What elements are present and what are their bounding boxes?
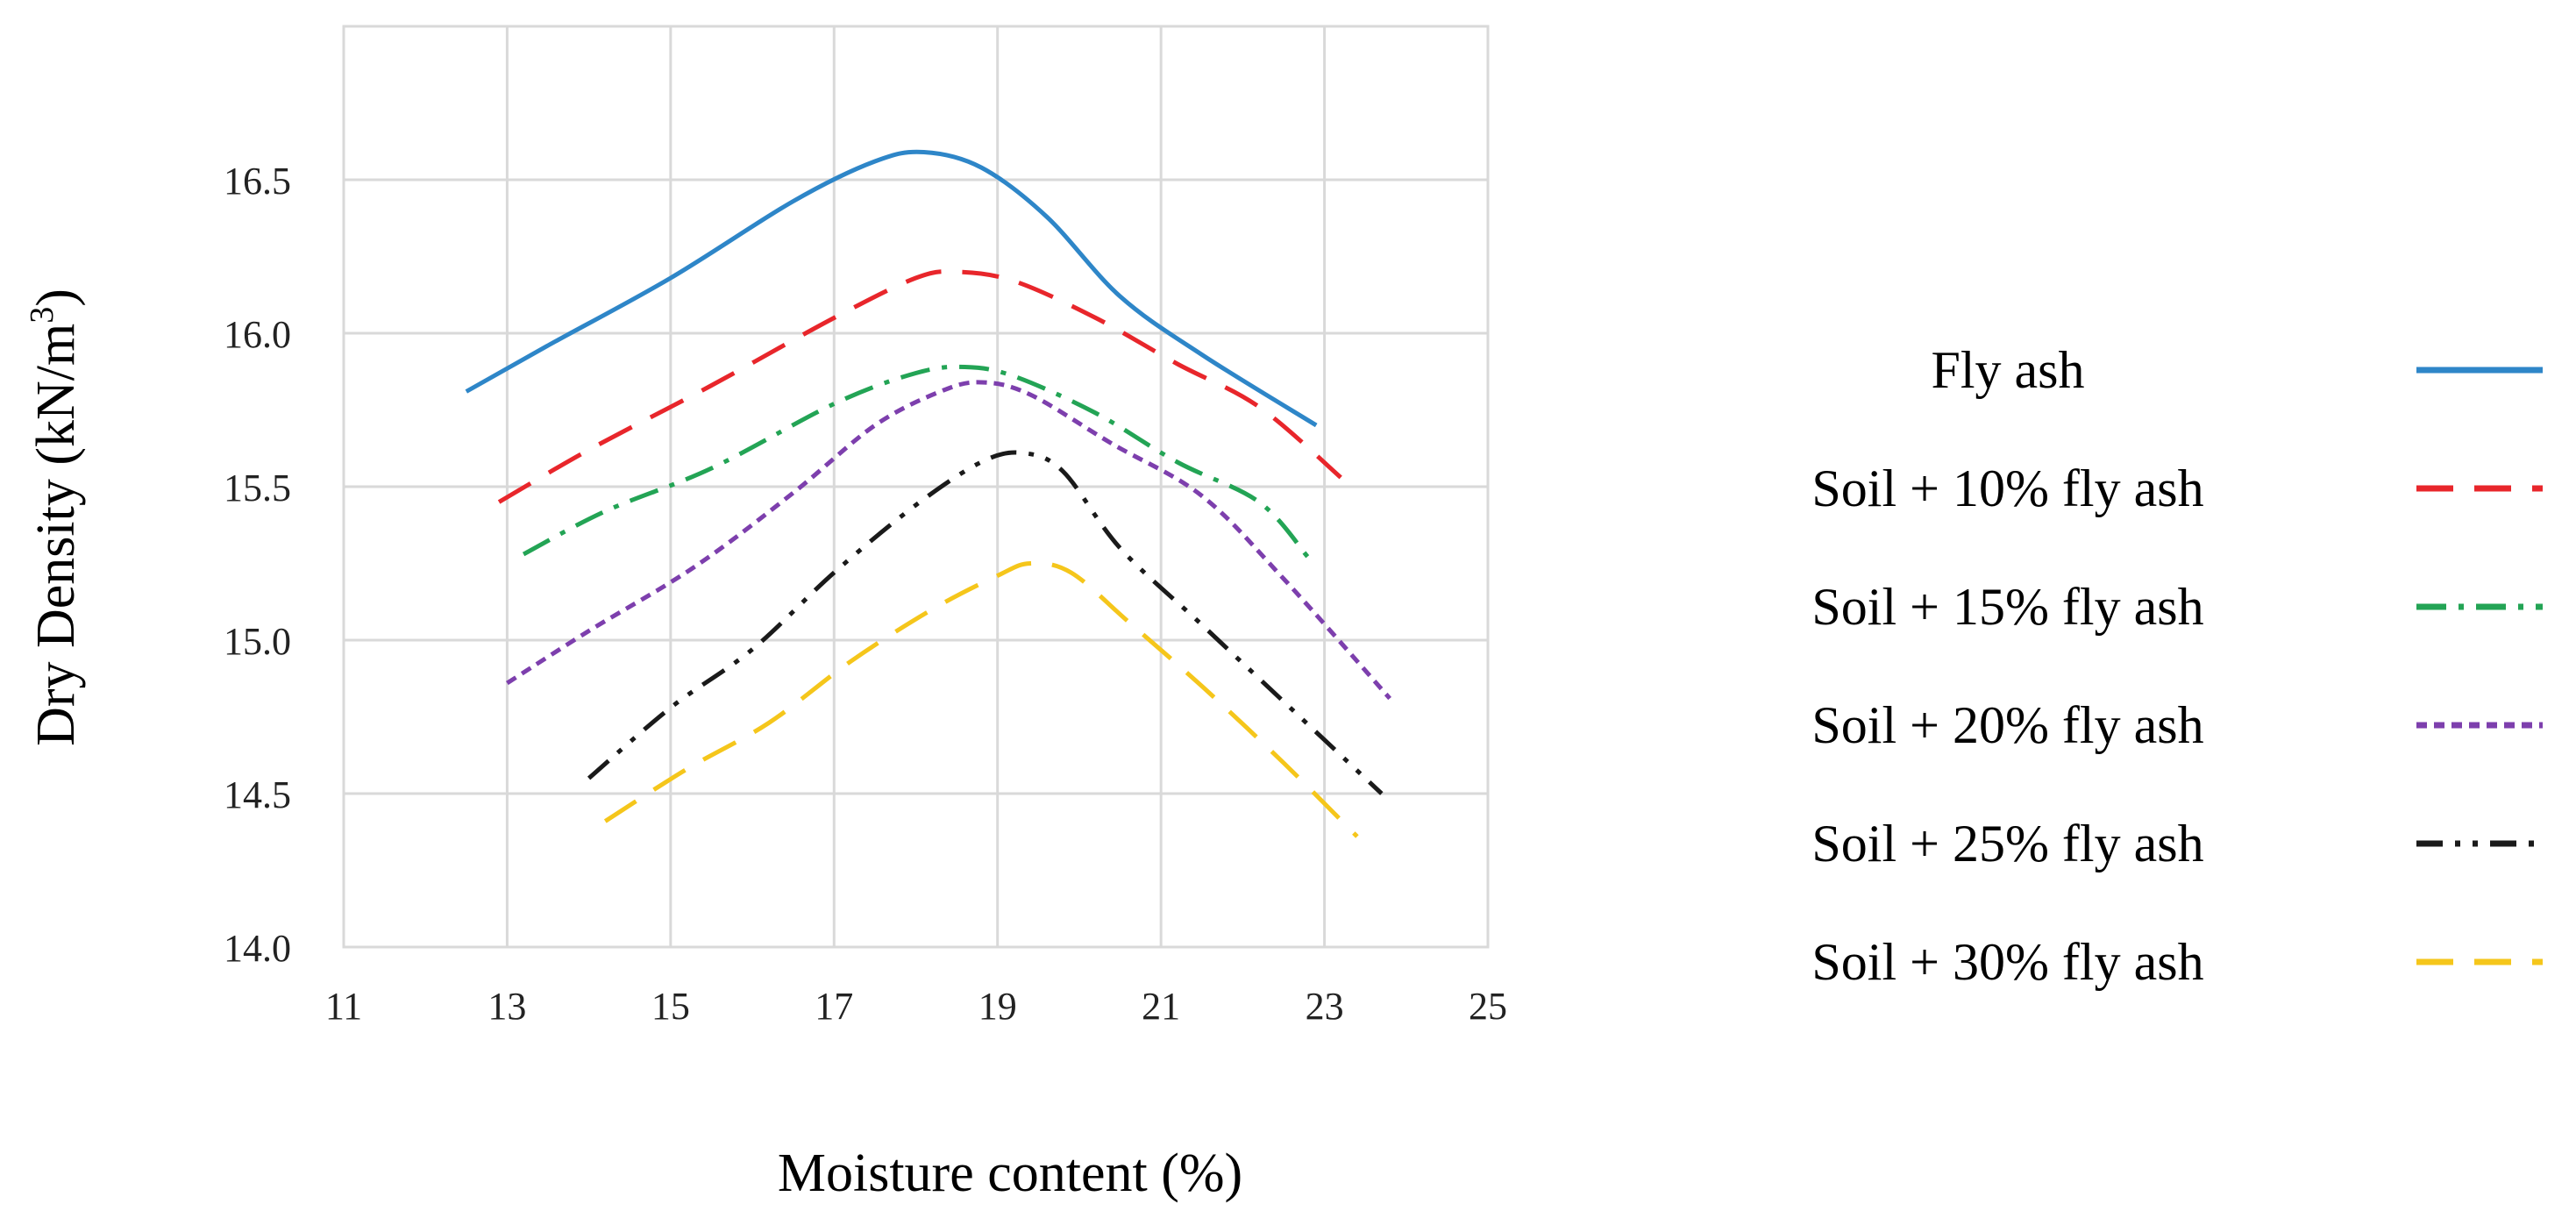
y-axis-title-end: ) bbox=[26, 288, 86, 307]
x-axis-title: Moisture content (%) bbox=[778, 1143, 1242, 1203]
legend-label-6: Soil + 30% fly ash bbox=[1811, 933, 2203, 991]
x-tick-label: 19 bbox=[978, 985, 1017, 1028]
x-tick-label: 25 bbox=[1469, 985, 1507, 1028]
legend-label-5: Soil + 25% fly ash bbox=[1811, 815, 2203, 873]
x-tick-label: 11 bbox=[325, 985, 362, 1028]
x-tick-labels: 11 13 15 17 19 21 23 25 bbox=[325, 985, 1507, 1028]
y-axis-title-superscript: 3 bbox=[24, 307, 60, 324]
legend-label-3: Soil + 15% fly ash bbox=[1811, 578, 2203, 636]
series-line-2 bbox=[497, 269, 1342, 504]
series-line-5 bbox=[587, 450, 1384, 795]
y-tick-label: 14.0 bbox=[224, 927, 291, 970]
series-line-1 bbox=[465, 149, 1318, 428]
legend-label-2: Soil + 10% fly ash bbox=[1811, 459, 2203, 517]
series-lines bbox=[465, 149, 1391, 838]
y-axis-title-main: Dry Density (kN/m bbox=[26, 324, 86, 746]
x-tick-label: 21 bbox=[1142, 985, 1180, 1028]
x-tick-label: 13 bbox=[487, 985, 526, 1028]
y-tick-label: 14.5 bbox=[224, 773, 291, 816]
y-tick-label: 16.5 bbox=[224, 160, 291, 203]
plot-area bbox=[342, 25, 1490, 949]
legend: Fly ash Soil + 10% fly ash Soil + 15% fly … bbox=[1811, 341, 2543, 991]
x-tick-label: 15 bbox=[651, 985, 690, 1028]
y-tick-labels: 14.0 14.5 15.0 15.5 16.0 16.5 bbox=[224, 160, 291, 970]
series-line-6 bbox=[603, 560, 1359, 838]
y-tick-label: 15.0 bbox=[224, 620, 291, 663]
y-gridlines bbox=[344, 178, 1488, 949]
y-axis-title: Dry Density (kN/m3) bbox=[24, 288, 86, 746]
x-tick-label: 17 bbox=[815, 985, 853, 1028]
series-line-3 bbox=[522, 364, 1310, 559]
legend-label-4: Soil + 20% fly ash bbox=[1811, 696, 2203, 754]
x-tick-label: 23 bbox=[1306, 985, 1344, 1028]
legend-label-1: Fly ash bbox=[1931, 341, 2084, 399]
series-line-4 bbox=[506, 380, 1391, 701]
y-tick-label: 16.0 bbox=[224, 313, 291, 356]
y-tick-label: 15.5 bbox=[224, 467, 291, 509]
